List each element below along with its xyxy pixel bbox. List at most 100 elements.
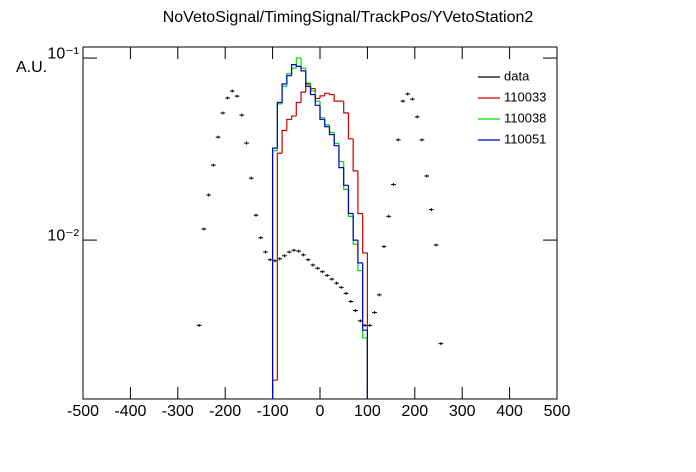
histogram-bin xyxy=(333,132,339,144)
data-point xyxy=(239,113,245,117)
histogram-bin xyxy=(347,112,354,140)
x-tick-label: -300 xyxy=(162,403,194,420)
data-point xyxy=(334,281,339,285)
data-point xyxy=(206,193,211,197)
histogram-bin xyxy=(276,103,283,151)
data-point xyxy=(376,293,382,297)
data-point xyxy=(410,97,415,101)
data-point xyxy=(220,111,226,115)
data-point xyxy=(210,163,216,167)
histogram-bin xyxy=(309,84,316,90)
histogram-bin xyxy=(314,94,320,106)
data-point xyxy=(405,92,411,96)
histogram-bin xyxy=(338,143,344,163)
histogram-bin xyxy=(343,167,349,186)
histogram-bin xyxy=(272,147,278,399)
x-tick-label: -100 xyxy=(257,403,289,420)
histogram-bin xyxy=(309,82,316,92)
histogram-bin xyxy=(343,101,349,114)
histogram-bin xyxy=(272,150,278,399)
plot-frame xyxy=(82,46,558,400)
legend-label: 110051 xyxy=(504,131,546,146)
data-point xyxy=(329,277,335,281)
histogram-bin xyxy=(300,66,306,72)
data-point xyxy=(277,257,283,261)
data-point xyxy=(291,248,297,252)
histogram-bin xyxy=(290,115,297,120)
data-point xyxy=(395,138,401,142)
histogram-bin xyxy=(347,189,354,217)
histogram-bin xyxy=(300,91,306,103)
data-point xyxy=(386,214,392,218)
histogram-bin xyxy=(272,379,278,399)
histogram-bin xyxy=(281,129,287,154)
data-point xyxy=(320,270,325,274)
histogram-bin xyxy=(314,90,320,102)
data-point xyxy=(400,99,406,103)
data-point xyxy=(362,323,368,327)
x-tick-label: 500 xyxy=(544,403,571,420)
histogram-bin xyxy=(362,213,368,399)
data-point xyxy=(296,249,302,253)
histogram-bin xyxy=(319,101,325,119)
histogram-bin xyxy=(328,93,335,96)
data-point xyxy=(225,96,230,100)
data-point xyxy=(433,243,439,247)
data-point xyxy=(234,94,240,98)
histogram-bin xyxy=(319,95,325,99)
histogram-bin xyxy=(305,83,311,93)
histogram-bin xyxy=(290,64,297,76)
data-point xyxy=(305,258,311,262)
histogram-bin xyxy=(305,70,311,87)
histogram-bin xyxy=(286,118,292,131)
data-point xyxy=(372,311,377,315)
data-point xyxy=(310,263,316,267)
histogram-bin xyxy=(314,88,320,100)
histogram-bin xyxy=(333,94,339,102)
histogram-bin xyxy=(300,58,306,69)
histogram-bin xyxy=(281,85,287,104)
data-point xyxy=(419,138,425,142)
histogram-bin xyxy=(295,101,302,117)
data-point xyxy=(381,245,387,249)
data-point xyxy=(429,208,434,212)
histogram-bin xyxy=(286,75,292,85)
data-point xyxy=(282,254,287,258)
histogram-bin xyxy=(324,117,330,126)
data-point xyxy=(263,250,268,254)
data-point xyxy=(286,250,292,254)
histogram-bin xyxy=(276,101,283,149)
legend-label: 110038 xyxy=(504,110,546,125)
x-tick-label: -500 xyxy=(67,403,99,420)
legend-label: data xyxy=(504,68,530,83)
histogram-bin xyxy=(290,67,297,74)
data-point xyxy=(267,258,273,262)
histogram-bin xyxy=(362,262,368,399)
data-point xyxy=(258,236,264,240)
data-point xyxy=(196,323,202,327)
data-point xyxy=(357,319,363,323)
histogram-bin xyxy=(333,134,339,147)
x-tick-label: 300 xyxy=(449,403,476,420)
histogram-bin xyxy=(319,105,325,121)
histogram-bin xyxy=(276,152,283,381)
data-point xyxy=(338,285,344,289)
data-point xyxy=(324,273,330,277)
data-point xyxy=(391,183,396,187)
histogram-bin xyxy=(352,138,358,172)
x-tick-label: 400 xyxy=(496,403,523,420)
data-point xyxy=(348,299,354,303)
histogram-bin xyxy=(347,185,354,215)
x-tick-label: 200 xyxy=(401,403,428,420)
histogram-bin xyxy=(338,145,344,169)
y-tick-label: 10⁻¹ xyxy=(47,45,79,62)
x-tick-label: 0 xyxy=(316,403,325,420)
data-point xyxy=(215,135,221,139)
data-point xyxy=(229,89,235,93)
data-point xyxy=(414,115,420,119)
histogram-bin xyxy=(324,92,330,96)
data-point xyxy=(248,176,254,180)
histogram-bin xyxy=(328,126,335,136)
histogram-bin xyxy=(281,83,287,103)
